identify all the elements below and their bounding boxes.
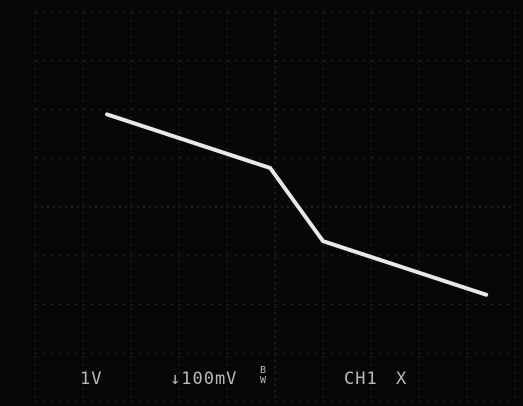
waveform-trace	[105, 112, 489, 297]
channel-scale-readout: 1V	[80, 369, 103, 389]
bandwidth-limit-indicator: B W	[259, 365, 267, 386]
graticule	[34, 11, 516, 403]
channel-readout: CH1	[344, 369, 378, 389]
trace-layer	[105, 112, 489, 297]
display-mode-readout: X	[396, 369, 408, 389]
trigger-level-readout: ↓100mV	[170, 369, 238, 389]
